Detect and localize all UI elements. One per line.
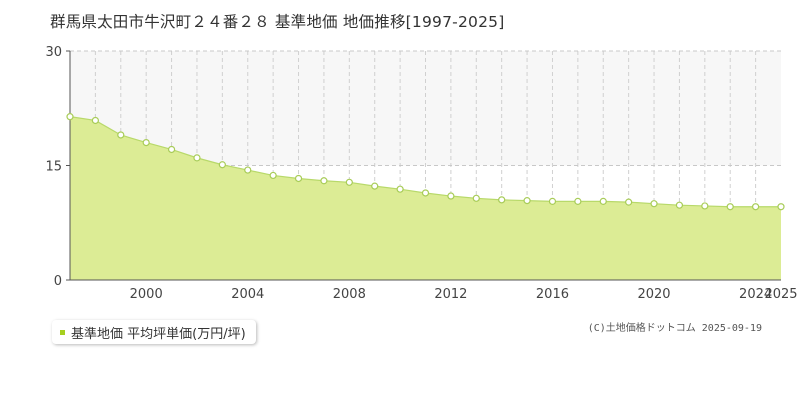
chart-title: 群馬県太田市牛沢町２４番２８ 基準地価 地価推移[1997-2025] [50,13,505,31]
x-tick-label: 2020 [637,287,670,302]
data-point [523,197,531,205]
x-tick-label: 2012 [434,287,467,302]
data-point [701,202,709,210]
data-point [345,178,353,186]
data-point [218,161,226,169]
data-point [675,201,684,209]
data-point [447,192,455,200]
x-tick-label: 2004 [231,287,264,302]
data-point [371,182,379,190]
y-tick-label: 15 [45,160,62,175]
data-point [117,131,125,139]
copyright: (C)土地価格ドットコム 2025-09-19 [587,323,762,334]
axes [66,50,781,281]
data-point [472,194,480,202]
legend: 基準地価 平均坪単価(万円/坪) [52,320,256,344]
data-point [625,198,633,206]
data-point [91,116,99,125]
legend-label: 基準地価 平均坪単価(万円/坪) [71,326,246,342]
data-point [726,203,734,211]
y-tick-label: 0 [54,274,62,289]
x-tick-label: 2000 [130,287,163,302]
series-points [66,113,785,211]
data-point [193,154,201,162]
legend-swatch [60,329,65,335]
x-tick-label: 2025 [764,287,797,302]
data-point [320,177,328,185]
data-point [752,203,760,211]
data-point [142,139,150,147]
data-point [599,197,607,205]
x-tick-label: 2024 [739,287,772,302]
data-point [650,200,658,208]
data-point [548,197,557,205]
data-point [421,189,430,197]
data-point [498,196,506,204]
series-area-fill [70,116,781,280]
data-point [244,166,252,174]
data-point [574,197,582,205]
data-point [294,174,303,183]
x-tick-label: 2008 [333,287,366,302]
data-point [777,203,785,211]
y-tick-label: 30 [45,45,62,60]
data-point [396,185,404,193]
data-point [66,113,74,121]
data-point [167,145,176,154]
x-tick-label: 2016 [536,287,569,302]
data-point [269,171,277,180]
